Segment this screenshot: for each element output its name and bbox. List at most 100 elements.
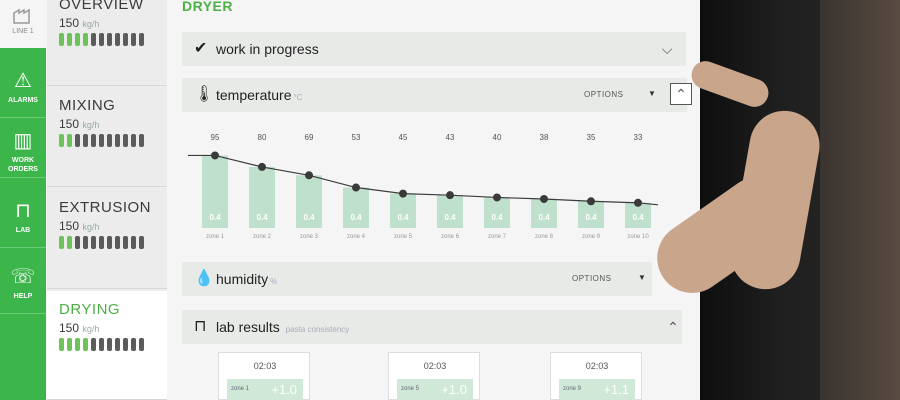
- level-segment: [99, 134, 104, 147]
- level-segment: [75, 33, 80, 46]
- section-title: DRYER: [182, 0, 233, 14]
- options-dropdown[interactable]: OPTIONS: [584, 90, 624, 99]
- chart-bar-label: 0.4: [256, 213, 268, 222]
- level-segment: [107, 134, 112, 147]
- level-segment: [83, 338, 88, 351]
- level-segment: [99, 236, 104, 249]
- temperature-chart: 95 0.4 zone 1 80 0.4 zone 2 69 0.4 zone 3 53 0.4 zo…: [188, 133, 659, 240]
- chart-category-label: zone 8: [535, 234, 554, 240]
- rail-item-label: ALARMS: [8, 97, 38, 104]
- level-segment: [131, 33, 136, 46]
- chart-bar-label: 0.4: [397, 213, 409, 222]
- level-bars: [59, 236, 144, 249]
- lab-card-zone: zone 5 +1.0: [397, 379, 473, 400]
- chart-category-label: zone 1: [206, 234, 225, 240]
- status-panel[interactable]: ✔ work in progress ⌵: [182, 32, 686, 66]
- level-segment: [59, 134, 64, 147]
- zone-label: zone 1: [231, 386, 250, 392]
- chart-category-label: zone 5: [394, 234, 413, 240]
- chart-bar-label: 0.4: [491, 213, 503, 222]
- level-segment: [75, 236, 80, 249]
- chevron-down-icon[interactable]: ⌵: [661, 41, 673, 57]
- process-rate: 150 kg/h: [59, 219, 100, 233]
- humidity-title: humidity%: [216, 271, 278, 287]
- process-overview[interactable]: OVERVIEW 150 kg/h: [47, 0, 167, 86]
- level-segment: [139, 33, 144, 46]
- rail-item-lab[interactable]: ⊓ LAB: [0, 190, 46, 248]
- lab-card-zone: zone 9 +1.1: [559, 379, 635, 400]
- level-segment: [131, 134, 136, 147]
- droplet-icon: 💧: [194, 270, 214, 287]
- level-segment: [99, 338, 104, 351]
- test-tube-icon: ⊓: [15, 200, 31, 222]
- lab-card[interactable]: 02:03 zone 9 +1.1: [550, 352, 642, 400]
- level-segment: [91, 134, 96, 147]
- chart-bar: [202, 155, 228, 228]
- level-segment: [139, 134, 144, 147]
- level-segment: [83, 134, 88, 147]
- chart-bar-label: 0.4: [585, 213, 597, 222]
- chevron-up-icon[interactable]: ⌃: [667, 319, 679, 335]
- process-name: OVERVIEW: [59, 0, 144, 13]
- level-segment: [75, 134, 80, 147]
- zone-label: zone 9: [563, 386, 582, 392]
- status-title: work in progress: [216, 41, 319, 57]
- rail-item-label: LAB: [15, 227, 31, 234]
- level-segment: [123, 134, 128, 147]
- test-tube-icon: ⊓: [194, 318, 207, 335]
- level-segment: [107, 338, 112, 351]
- caret-down-icon[interactable]: ▼: [648, 89, 656, 98]
- options-dropdown[interactable]: OPTIONS: [572, 274, 612, 283]
- chart-value-label: 95: [211, 133, 220, 142]
- level-segment: [123, 236, 128, 249]
- chart-bar-label: 0.4: [632, 213, 644, 222]
- chart-bar-label: 0.4: [444, 213, 456, 222]
- rail-item-label: HELP: [13, 293, 33, 300]
- lab-card-time: 02:03: [423, 361, 447, 371]
- chevron-up-icon[interactable]: ⌃: [670, 83, 692, 105]
- chart-value-label: 80: [258, 133, 267, 142]
- chart-category-label: zone 2: [253, 234, 272, 240]
- chart-point: [305, 171, 313, 180]
- lab-card[interactable]: 02:03 zone 1 +1.0: [218, 352, 310, 400]
- temperature-title: temperature °C: [216, 87, 303, 103]
- lab-card-time: 02:03: [253, 361, 277, 371]
- level-segment: [115, 338, 120, 351]
- caret-down-icon[interactable]: ▼: [638, 273, 646, 282]
- process-drying[interactable]: DRYING 150 kg/h: [47, 291, 167, 400]
- lab-card[interactable]: 02:03 zone 5 +1.0: [388, 352, 480, 400]
- lab-results-title: lab results pasta consistency: [216, 319, 350, 335]
- level-segment: [139, 236, 144, 249]
- process-mixing[interactable]: MIXING 150 kg/h: [47, 87, 167, 187]
- chart-category-label: zone 3: [300, 234, 319, 240]
- hmi-screen: LINE 1 ⚠ ALARMS ▥ WORK ORDERS ⊓ LAB ☏ HE…: [0, 0, 700, 400]
- line-selector[interactable]: LINE 1: [0, 0, 46, 48]
- level-segment: [123, 33, 128, 46]
- lab-card-zone: zone 1 +1.0: [227, 379, 303, 400]
- humidity-panel[interactable]: 💧 humidity% OPTIONS ▼: [182, 262, 652, 296]
- chart-bar: [625, 202, 651, 228]
- level-segment: [91, 33, 96, 46]
- chart-point: [587, 197, 595, 206]
- chart-bar-label: 0.4: [350, 213, 362, 222]
- chart-value-label: 33: [634, 133, 643, 142]
- chart-point: [446, 191, 454, 200]
- lab-results-panel[interactable]: ⊓ lab results pasta consistency ⌃: [182, 310, 682, 344]
- level-segment: [75, 338, 80, 351]
- chart-bar: [343, 187, 369, 228]
- rail-item-work-orders[interactable]: ▥ WORK ORDERS: [0, 120, 46, 178]
- chart-point: [258, 162, 266, 171]
- level-segment: [115, 134, 120, 147]
- rail-item-help[interactable]: ☏ HELP: [0, 256, 46, 314]
- chart-category-label: zone 6: [441, 234, 460, 240]
- chart-category-label: zone 10: [627, 234, 649, 240]
- level-segment: [139, 338, 144, 351]
- level-segment: [91, 236, 96, 249]
- chart-bar: [484, 197, 510, 228]
- chart-value-label: 35: [587, 133, 596, 142]
- rail-item-alarms[interactable]: ⚠ ALARMS: [0, 60, 46, 118]
- zone-value: +1.0: [441, 382, 467, 397]
- process-extrusion[interactable]: EXTRUSION 150 kg/h: [47, 189, 167, 289]
- level-segment: [67, 134, 72, 147]
- chart-value-label: 40: [493, 133, 502, 142]
